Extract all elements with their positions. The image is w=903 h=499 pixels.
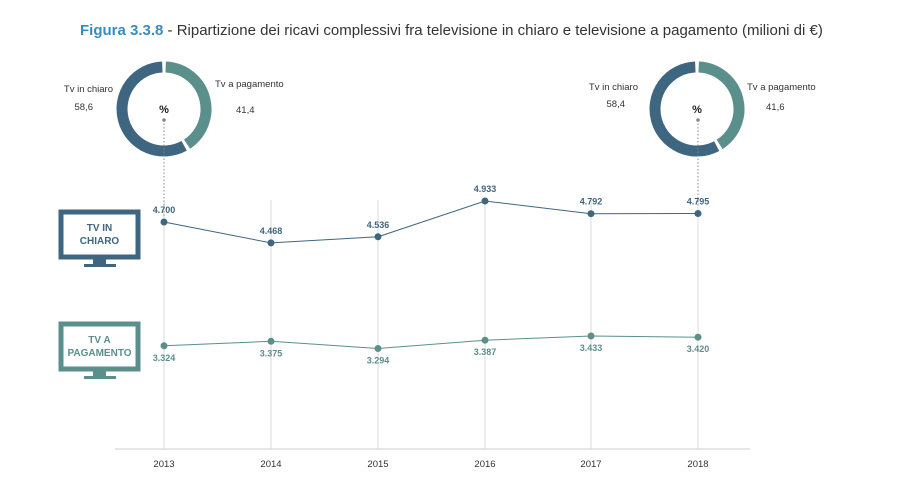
x-tick-label: 2013 xyxy=(153,459,174,470)
data-label: 4.795 xyxy=(687,197,710,207)
data-point xyxy=(160,342,168,350)
donut-connector-dot xyxy=(162,118,166,122)
data-label: 3.387 xyxy=(474,347,497,357)
donut-free-value: 58,6 xyxy=(75,102,94,113)
series-line xyxy=(163,200,699,244)
data-point xyxy=(587,332,595,340)
chart-title: Figura 3.3.8 - Ripartizione dei ricavi c… xyxy=(80,22,823,39)
donut-slice-free xyxy=(116,61,187,157)
donut-pay-value: 41,4 xyxy=(236,105,255,116)
tv-pay-label-2: PAGAMENTO xyxy=(67,348,131,359)
data-label: 3.375 xyxy=(260,348,283,358)
data-label: 3.324 xyxy=(153,353,176,363)
x-tick-label: 2016 xyxy=(474,459,495,470)
tv-free-label-1: TV IN xyxy=(87,223,113,234)
donut-pay-label: Tv a pagamento xyxy=(215,79,284,90)
data-point xyxy=(481,336,489,344)
tv-icon-free: TV IN CHIARO xyxy=(58,209,141,267)
donut-2018: % Tv in chiaro 58,4 Tv a pagamento 41,6 xyxy=(589,61,816,157)
data-label: 4.700 xyxy=(153,205,176,215)
donut-free-label: Tv in chiaro xyxy=(589,82,638,93)
tv-free-label-2: CHIARO xyxy=(80,236,120,247)
data-label: 4.792 xyxy=(580,197,603,207)
donut-free-label: Tv in chiaro xyxy=(64,84,113,95)
data-point xyxy=(267,337,275,345)
series-line xyxy=(163,335,699,350)
data-point xyxy=(374,345,382,352)
data-label: 3.433 xyxy=(580,343,603,353)
donut-pay-label: Tv a pagamento xyxy=(747,82,816,93)
donut-2013: % Tv in chiaro 58,6 Tv a pagamento 41,4 xyxy=(64,61,284,157)
data-label: 4.468 xyxy=(260,226,283,236)
data-point xyxy=(694,333,702,341)
data-point xyxy=(160,218,168,226)
donut-slice-pay xyxy=(698,61,745,150)
figure-number: Figura 3.3.8 xyxy=(80,22,164,39)
tv-pay-label-1: TV A xyxy=(88,335,110,346)
data-label: 3.420 xyxy=(687,344,710,354)
x-tick-label: 2014 xyxy=(260,459,281,470)
data-point xyxy=(267,239,275,247)
tv-icon-pay: TV A PAGAMENTO xyxy=(58,321,141,379)
x-tick-label: 2015 xyxy=(367,459,388,470)
data-label: 4.536 xyxy=(367,220,390,230)
data-label: 3.294 xyxy=(367,356,390,366)
x-tick-label: 2017 xyxy=(580,459,601,470)
figure-caption: - Ripartizione dei ricavi complessivi fr… xyxy=(163,22,823,39)
donut-slice-pay xyxy=(165,61,212,149)
donut-slice-free xyxy=(649,61,720,157)
donut-center-label: % xyxy=(692,104,702,116)
x-tick-label: 2018 xyxy=(687,459,708,470)
donut-connector-dot xyxy=(696,118,700,122)
donut-free-value: 58,4 xyxy=(607,99,626,110)
data-point xyxy=(694,210,702,217)
donut-pay-value: 41,6 xyxy=(766,102,785,113)
data-label: 4.933 xyxy=(474,184,497,194)
data-point xyxy=(481,197,489,205)
data-point xyxy=(374,233,382,241)
donut-center-label: % xyxy=(159,104,169,116)
data-point xyxy=(587,210,595,218)
